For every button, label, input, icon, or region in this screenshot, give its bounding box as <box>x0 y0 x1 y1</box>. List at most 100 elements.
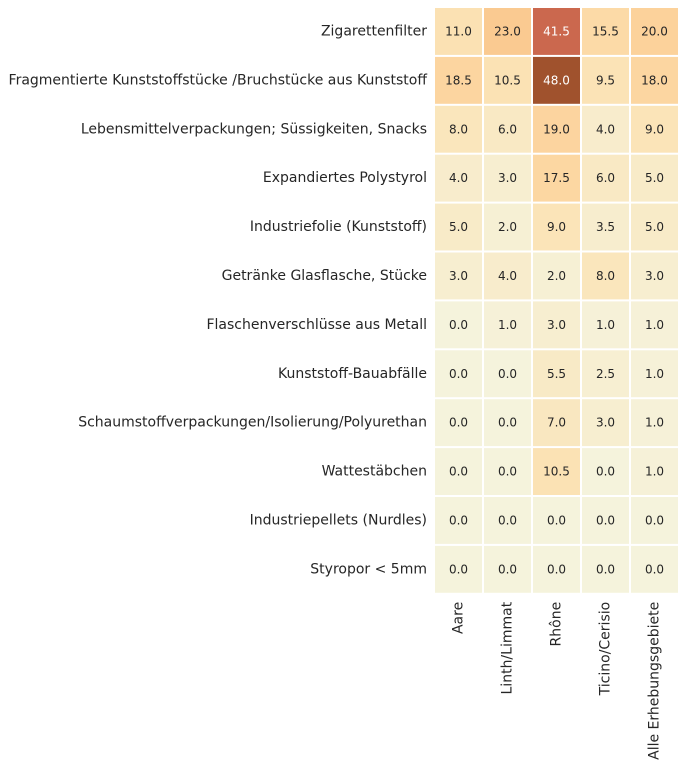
heatmap-cell <box>631 154 678 202</box>
heatmap-cell <box>435 252 482 300</box>
heatmap-cell <box>484 56 531 104</box>
row-label-getranke-glasflasche-stucke: Getränke Glasflasche, Stücke <box>222 268 427 284</box>
heatmap-cell <box>582 545 629 593</box>
heatmap-cell <box>484 105 531 153</box>
cell-value-label: 17.5 <box>543 171 570 185</box>
heatmap-cell <box>631 448 678 495</box>
heatmap-cell <box>631 545 678 593</box>
heatmap-cell <box>582 399 629 447</box>
cell-value-label: 15.5 <box>592 24 619 38</box>
cell-value-label: 0.0 <box>498 367 517 381</box>
cell-value-label: 3.5 <box>596 220 615 234</box>
heatmap-cell <box>582 154 629 202</box>
column-label-alle-erhebungsgebiete: Alle Erhebungsgebiete <box>647 602 663 760</box>
cell-value-label: 9.0 <box>547 220 566 234</box>
cell-value-label: 10.5 <box>494 73 521 87</box>
row-label-industriepellets-nurdles: Industriepellets (Nurdles) <box>250 512 427 528</box>
row-labels: Zigarettenfilter Fragmentierte Kunststoff… <box>9 23 428 577</box>
heatmap-cell <box>631 56 678 104</box>
heatmap-cell <box>631 203 678 251</box>
heatmap-cell <box>533 56 580 104</box>
cell-value-label: 6.0 <box>596 171 615 185</box>
heatmap-background <box>434 7 679 594</box>
cell-value-label: 3.0 <box>596 416 615 430</box>
cell-value-label: 0.0 <box>498 416 517 430</box>
heatmap-cell <box>533 8 580 55</box>
cell-value-label: 23.0 <box>494 24 521 38</box>
heatmap-cell <box>435 154 482 202</box>
heatmap-cell <box>484 8 531 55</box>
cell-value-label: 1.0 <box>645 367 664 381</box>
row-label-fragmentierte-kunststoffstucke-bruchstucke-aus-kunststoff: Fragmentierte Kunststoffstücke /Bruchstü… <box>9 72 428 88</box>
heatmap-cell <box>435 350 482 398</box>
heatmap-cell <box>533 350 580 398</box>
row-label-flaschenverschlusse-aus-metall: Flaschenverschlüsse aus Metall <box>206 317 427 333</box>
cell-value-label: 0.0 <box>645 513 664 527</box>
cell-value-label: 18.0 <box>641 73 668 87</box>
heatmap-cell <box>484 497 531 544</box>
cell-value-label: 1.0 <box>645 416 664 430</box>
heatmap-cell <box>631 399 678 447</box>
row-label-styropor-5mm: Styropor < 5mm <box>310 561 427 577</box>
column-label-ticino-cerisio: Ticino/Cerisio <box>598 602 614 697</box>
cell-value-label: 20.0 <box>641 24 668 38</box>
cell-value-label: 19.0 <box>543 122 570 136</box>
cell-value-label: 18.5 <box>445 73 472 87</box>
heatmap-cell <box>582 252 629 300</box>
heatmap-cell <box>582 203 629 251</box>
row-label-zigarettenfilter: Zigarettenfilter <box>321 23 427 39</box>
cell-value-label: 1.0 <box>645 465 664 479</box>
cell-value-label: 2.5 <box>596 367 615 381</box>
cell-value-label: 3.0 <box>498 171 517 185</box>
heatmap-cell <box>582 301 629 349</box>
heatmap-cell <box>435 545 482 593</box>
heatmap-cell <box>484 252 531 300</box>
cell-value-label: 0.0 <box>596 513 615 527</box>
heatmap-cell <box>435 8 482 55</box>
cell-value-label: 8.0 <box>449 122 468 136</box>
cell-value-label: 4.0 <box>498 269 517 283</box>
heatmap-cell <box>435 203 482 251</box>
heatmap-cell <box>582 350 629 398</box>
heatmap-cell <box>582 8 629 55</box>
cell-value-label: 5.0 <box>449 220 468 234</box>
cell-value-label: 5.5 <box>547 367 566 381</box>
heatmap-cell <box>631 8 678 55</box>
heatmap-cell <box>484 350 531 398</box>
heatmap-cell <box>484 399 531 447</box>
heatmap-cell <box>631 301 678 349</box>
heatmap-cell <box>484 154 531 202</box>
heatmap-cell <box>533 399 580 447</box>
row-label-schaumstoffverpackungen-isolierung-polyurethan: Schaumstoffverpackungen/Isolierung/Polyu… <box>78 415 427 431</box>
cell-value-label: 1.0 <box>645 318 664 332</box>
cell-value-label: 0.0 <box>449 513 468 527</box>
cell-value-label: 7.0 <box>547 416 566 430</box>
heatmap-cell <box>484 203 531 251</box>
row-label-expandiertes-polystyrol: Expandiertes Polystyrol <box>263 170 427 186</box>
heatmap-cell <box>435 399 482 447</box>
heatmap-cell <box>631 497 678 544</box>
heatmap-cell <box>582 105 629 153</box>
heatmap-cell <box>435 105 482 153</box>
heatmap-cell <box>533 105 580 153</box>
cell-value-label: 41.5 <box>543 24 570 38</box>
heatmap-cell <box>631 350 678 398</box>
heatmap-cell <box>484 301 531 349</box>
heatmap-cells: 11.0 23.0 41.5 15.5 20.0 18.5 10.5 48.0 9.5 18.0 8… <box>434 7 679 594</box>
row-label-industriefolie-kunststoff: Industriefolie (Kunststoff) <box>250 219 427 235</box>
cell-value-label: 9.5 <box>596 73 615 87</box>
column-label-rhone: Rhône <box>549 602 565 647</box>
heatmap-cell <box>631 105 678 153</box>
cell-value-label: 0.0 <box>449 465 468 479</box>
cell-value-label: 0.0 <box>449 416 468 430</box>
cell-value-label: 2.0 <box>498 220 517 234</box>
heatmap-cell <box>582 56 629 104</box>
cell-value-label: 48.0 <box>543 73 570 87</box>
cell-value-label: 0.0 <box>596 562 615 576</box>
cell-value-label: 3.0 <box>547 318 566 332</box>
column-label-linth-limmat: Linth/Limmat <box>500 601 516 694</box>
heatmap-cell <box>582 448 629 495</box>
heatmap-cell <box>533 203 580 251</box>
cell-value-label: 4.0 <box>449 171 468 185</box>
